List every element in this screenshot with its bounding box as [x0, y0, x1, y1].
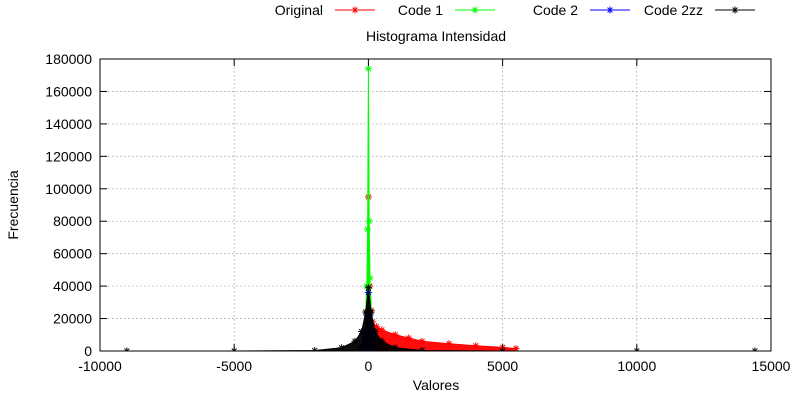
y-tick-label: 20000 [53, 311, 92, 327]
x-tick-label: -5000 [216, 358, 252, 374]
data-point [366, 274, 374, 282]
y-tick-label: 100000 [45, 181, 92, 197]
x-tick-label: 10000 [617, 358, 656, 374]
data-point [445, 340, 453, 348]
data-point [351, 337, 359, 345]
series-area [363, 196, 517, 351]
data-point [364, 225, 372, 233]
y-tick-label: 120000 [45, 148, 92, 164]
data-point [378, 337, 386, 345]
series-area [360, 68, 377, 351]
data-point [418, 337, 426, 345]
legend-label: Code 1 [398, 2, 443, 18]
data-point [364, 65, 372, 73]
data-point [367, 308, 375, 316]
legend: Original Code 1 Code 2 Code 2zz [275, 2, 755, 18]
legend-marker [731, 6, 739, 14]
legend-label: Code 2 [533, 2, 578, 18]
legend-marker [606, 6, 614, 14]
x-axis-label: Valores [413, 377, 459, 393]
y-tick-label: 140000 [45, 116, 92, 132]
chart-title: Histograma Intensidad [366, 28, 506, 44]
x-tick-label: 5000 [487, 358, 518, 374]
legend-item: Code 2 [533, 2, 630, 18]
data-point [405, 334, 413, 342]
y-tick-label: 0 [84, 343, 92, 359]
series-original [359, 193, 520, 351]
legend-label: Code 2zz [644, 2, 703, 18]
series-layer [123, 65, 759, 351]
data-point [378, 326, 386, 334]
axis-ticks: -10000 -5000 0 5000 10000 15000 0 20000 40000 600… [45, 51, 790, 374]
data-point [358, 328, 366, 336]
legend-item: Code 1 [398, 2, 495, 18]
plot-frame [99, 58, 772, 352]
legend-item: Original [275, 2, 375, 18]
series-area [126, 287, 755, 351]
data-point [338, 344, 346, 351]
legend-item: Code 2zz [644, 2, 755, 18]
grid [100, 59, 771, 351]
y-tick-label: 180000 [45, 51, 92, 67]
data-point [365, 217, 373, 225]
data-point [123, 347, 131, 351]
x-tick-label: -10000 [78, 358, 122, 374]
data-point [371, 328, 379, 336]
series-line [126, 287, 755, 351]
series-line [362, 196, 517, 350]
data-point [364, 284, 372, 292]
data-point [751, 347, 759, 351]
legend-marker [471, 6, 479, 14]
y-tick-label: 40000 [53, 278, 92, 294]
y-tick-label: 80000 [53, 213, 92, 229]
data-point [391, 331, 399, 339]
x-tick-label: 0 [365, 358, 373, 374]
y-axis-label: Frecuencia [5, 170, 21, 239]
y-tick-label: 160000 [45, 83, 92, 99]
legend-label: Original [275, 2, 323, 18]
y-tick-label: 60000 [53, 246, 92, 262]
data-point [472, 342, 480, 350]
x-tick-label: 15000 [752, 358, 791, 374]
data-point [391, 344, 399, 351]
legend-marker [351, 6, 359, 14]
